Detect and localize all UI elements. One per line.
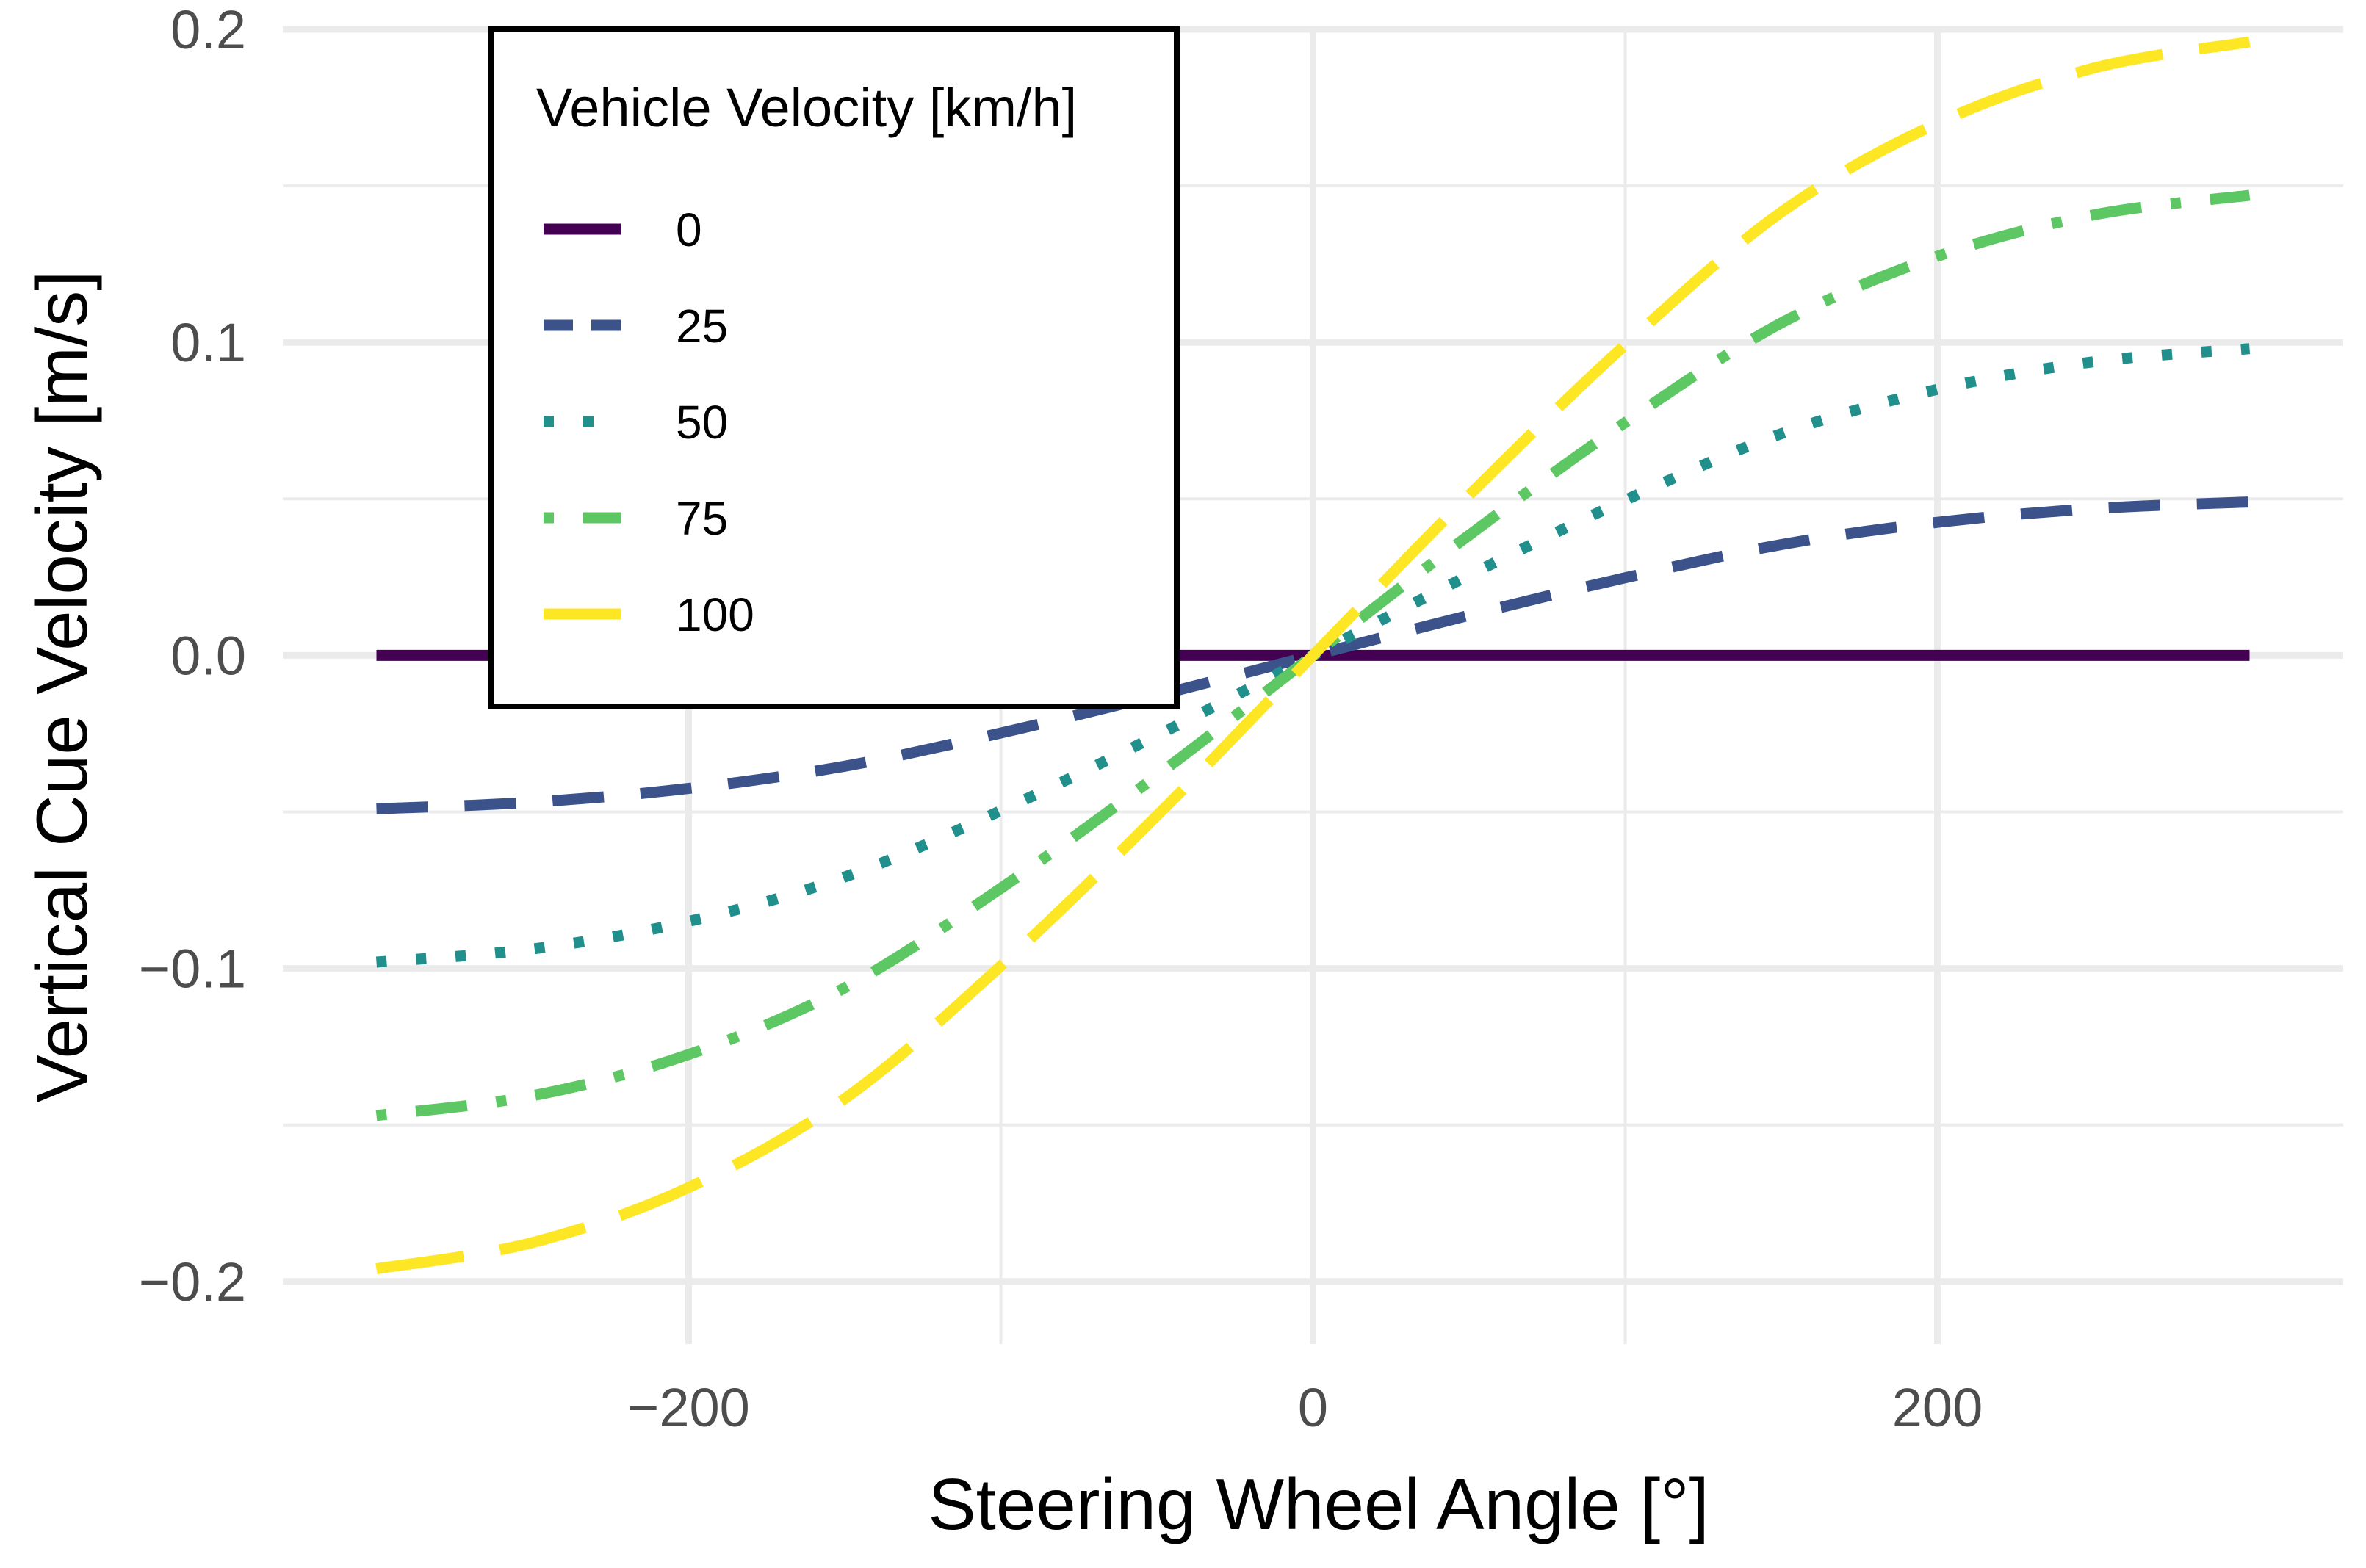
y-axis-title: Vertical Cue Velocity [m/s] [21, 271, 102, 1103]
legend-label-50: 50 [676, 396, 728, 449]
legend-box [488, 26, 1180, 709]
legend-label-0: 0 [676, 203, 702, 256]
x-tick-label: −200 [627, 1377, 750, 1438]
y-tick-label: −0.2 [139, 1251, 246, 1312]
x-tick-label: 200 [1892, 1377, 1983, 1438]
legend: Vehicle Velocity [km/h] 0 25 50 75 100 [488, 26, 1180, 709]
y-tick-label: −0.1 [139, 939, 246, 1000]
y-tick-label: 0.2 [170, 0, 246, 60]
legend-title: Vehicle Velocity [km/h] [536, 77, 1077, 138]
series-line-100 [375, 36, 2251, 1275]
tick-layer: −200 0 200 −0.2 −0.1 0.0 0.1 0.2 [139, 0, 1983, 1438]
x-axis-title: Steering Wheel Angle [°] [928, 1464, 1709, 1544]
y-tick-label: 0.0 [170, 625, 246, 686]
legend-label-75: 75 [676, 492, 728, 545]
legend-label-100: 100 [676, 588, 754, 641]
series-line-75 [375, 189, 2251, 1121]
legend-label-25: 25 [676, 300, 728, 353]
x-tick-label: 0 [1298, 1377, 1328, 1438]
y-tick-label: 0.1 [170, 312, 246, 373]
legend-items: 0 25 50 75 100 [544, 203, 754, 641]
series-line-25 [376, 496, 2250, 814]
